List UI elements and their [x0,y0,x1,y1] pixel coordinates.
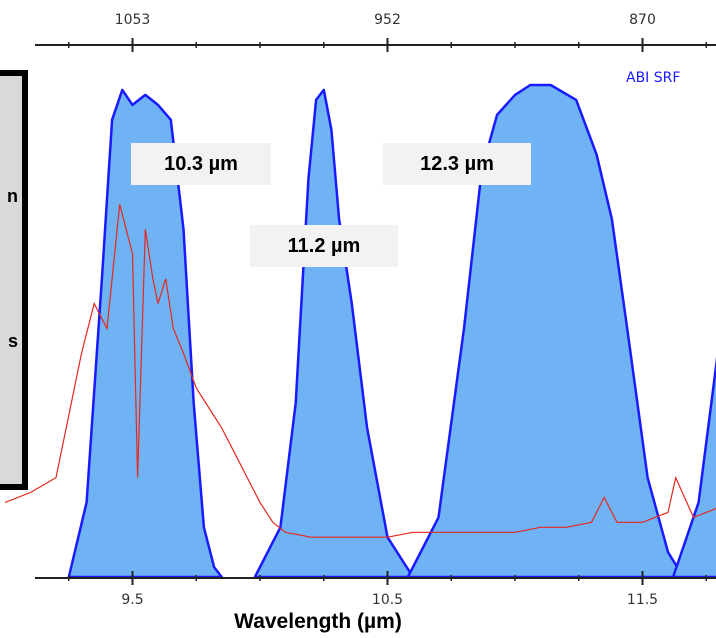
band-label-10-3: 10.3 µm [131,143,271,185]
side-annotation-box: n s [0,70,28,490]
srf-band-4 [671,356,716,579]
bottom-tick-label-1: 9.5 [121,592,143,608]
top-axis-ticks: 1053952870800741 [68,12,707,52]
legend-label: ABI SRF [626,70,680,86]
bottom-tick-label-2: 10.5 [372,592,403,608]
spectrum-series [4,204,716,538]
bottom-tick-label-3: 11.5 [627,592,658,608]
srf-bands [67,83,716,579]
side-box-char-n: n [7,186,18,206]
srf-band-1 [67,88,223,579]
side-box-char-s: s [7,331,18,351]
bottom-axis-ticks: 9.510.511.512.513.5 [68,571,707,608]
top-tick-label-3: 870 [629,12,656,28]
band-label-12-3: 12.3 µm [383,143,531,185]
top-tick-label-2: 952 [374,12,401,28]
band-label-11-2: 11.2 µm [250,225,398,267]
top-tick-label-1: 1053 [115,12,151,28]
spectrum-line [4,204,716,538]
srf-band-3 [406,83,685,579]
x-axis-label: Wavelength (µm) [234,610,402,633]
